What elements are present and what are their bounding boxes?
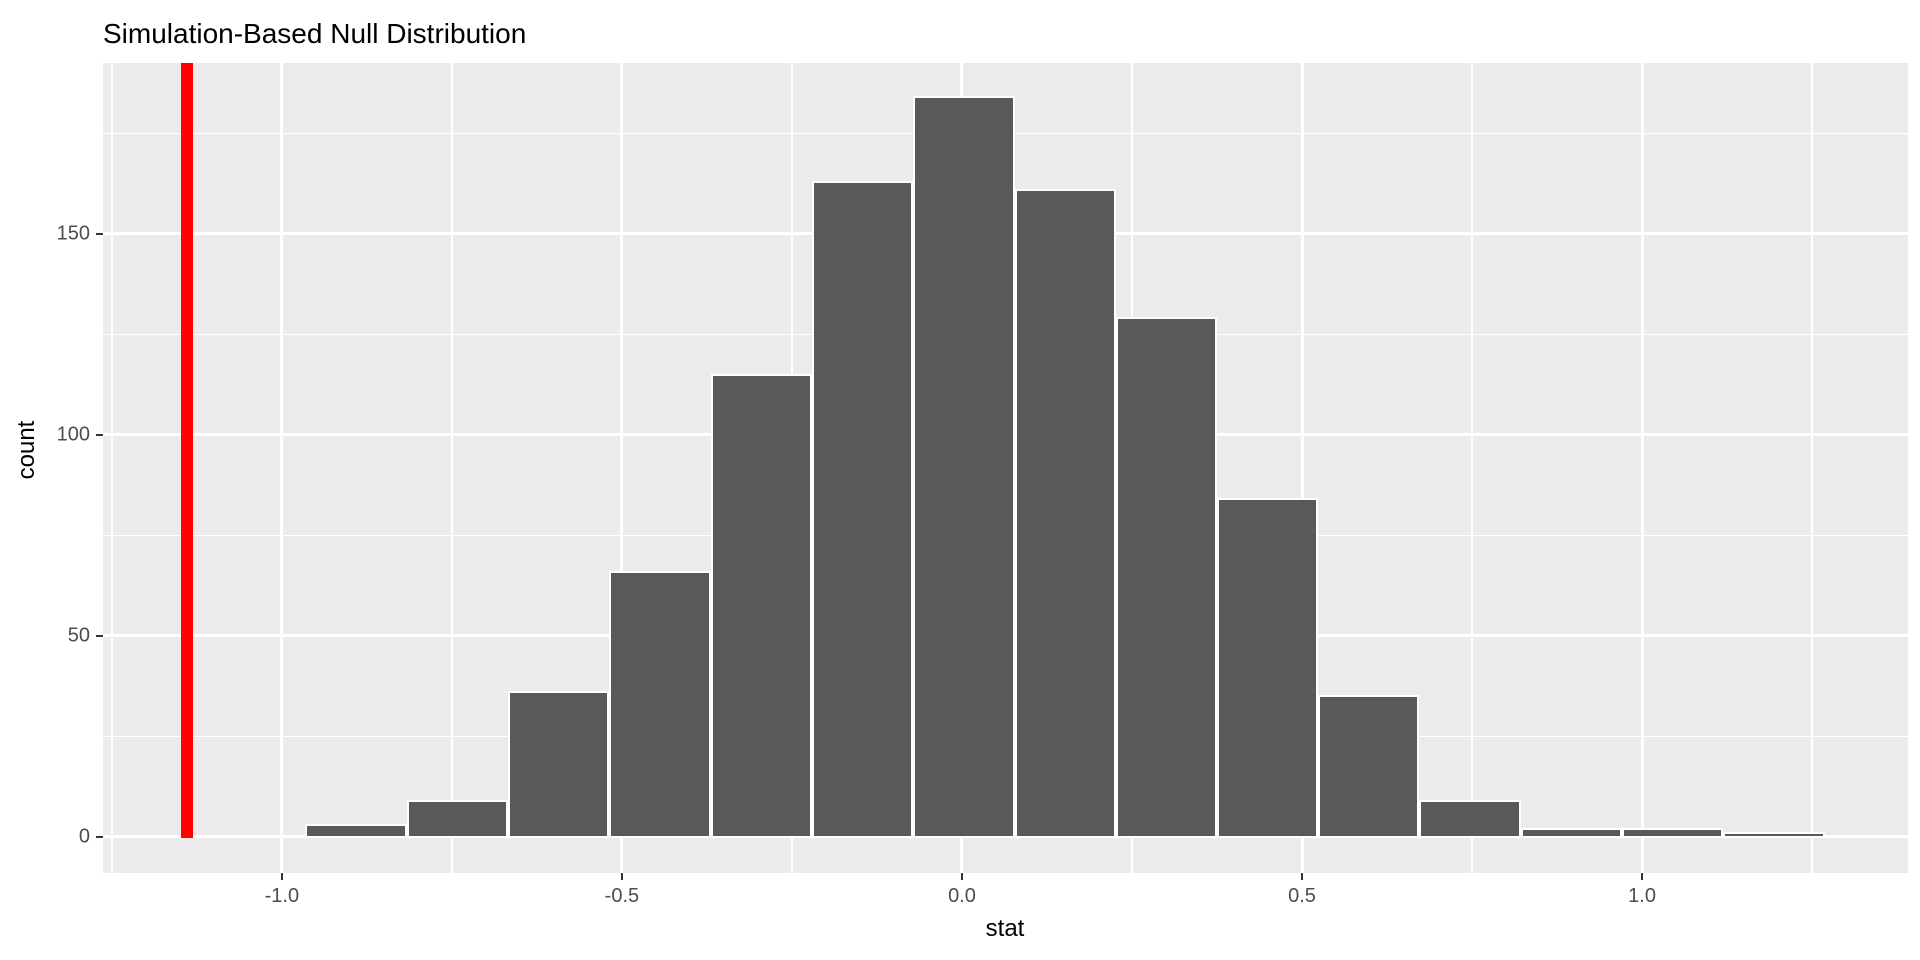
x-axis-tick bbox=[620, 873, 623, 880]
histogram-bar bbox=[1520, 827, 1622, 838]
histogram-bar bbox=[508, 691, 610, 838]
x-axis-tick bbox=[280, 873, 283, 880]
x-axis-tick-label: 0.5 bbox=[1288, 885, 1316, 907]
histogram-bar bbox=[406, 799, 508, 838]
x-axis-tick-label: -0.5 bbox=[604, 885, 640, 907]
plot-panel bbox=[103, 63, 1908, 873]
y-axis-tick-label: 100 bbox=[56, 423, 90, 446]
histogram-bar bbox=[812, 180, 914, 838]
x-minor-gridline bbox=[451, 63, 453, 873]
x-minor-gridline bbox=[1471, 63, 1473, 873]
histogram-bar bbox=[1014, 188, 1116, 838]
y-axis-tick-label: 0 bbox=[78, 825, 90, 848]
y-axis-tick bbox=[96, 433, 103, 436]
histogram-bar bbox=[1419, 799, 1521, 838]
y-axis-tick bbox=[96, 634, 103, 637]
x-axis-tick-label: 0.0 bbox=[948, 885, 976, 907]
histogram-bar bbox=[1216, 498, 1318, 838]
plot-title: Simulation-Based Null Distribution bbox=[103, 18, 527, 49]
x-axis-tick-label: -1.0 bbox=[264, 885, 300, 907]
histogram-bar bbox=[1723, 831, 1825, 838]
x-axis-tick bbox=[1301, 873, 1304, 880]
observed-stat-line bbox=[180, 63, 193, 838]
histogram-bar bbox=[1116, 317, 1218, 838]
histogram-bar bbox=[305, 823, 407, 838]
y-axis-title: count bbox=[13, 420, 40, 480]
x-minor-gridline bbox=[111, 63, 113, 873]
x-axis-tick bbox=[960, 873, 963, 880]
y-axis-tick-label: 50 bbox=[67, 624, 90, 647]
x-major-gridline bbox=[1300, 63, 1304, 873]
x-major-gridline bbox=[1640, 63, 1644, 873]
x-axis-tick-label: 1.0 bbox=[1628, 885, 1656, 907]
x-major-gridline bbox=[620, 63, 624, 873]
x-minor-gridline bbox=[1811, 63, 1813, 873]
y-axis-tick-label: 150 bbox=[56, 222, 90, 245]
histogram-bar bbox=[710, 373, 812, 838]
histogram-bar bbox=[1622, 827, 1724, 838]
y-axis-tick bbox=[96, 232, 103, 235]
histogram-bar bbox=[1318, 695, 1420, 838]
x-major-gridline bbox=[280, 63, 284, 873]
x-axis-title: stat bbox=[985, 915, 1025, 942]
histogram-bar bbox=[913, 96, 1015, 838]
histogram-bar bbox=[609, 570, 711, 838]
y-axis-tick bbox=[96, 835, 103, 838]
x-axis-tick bbox=[1641, 873, 1644, 880]
